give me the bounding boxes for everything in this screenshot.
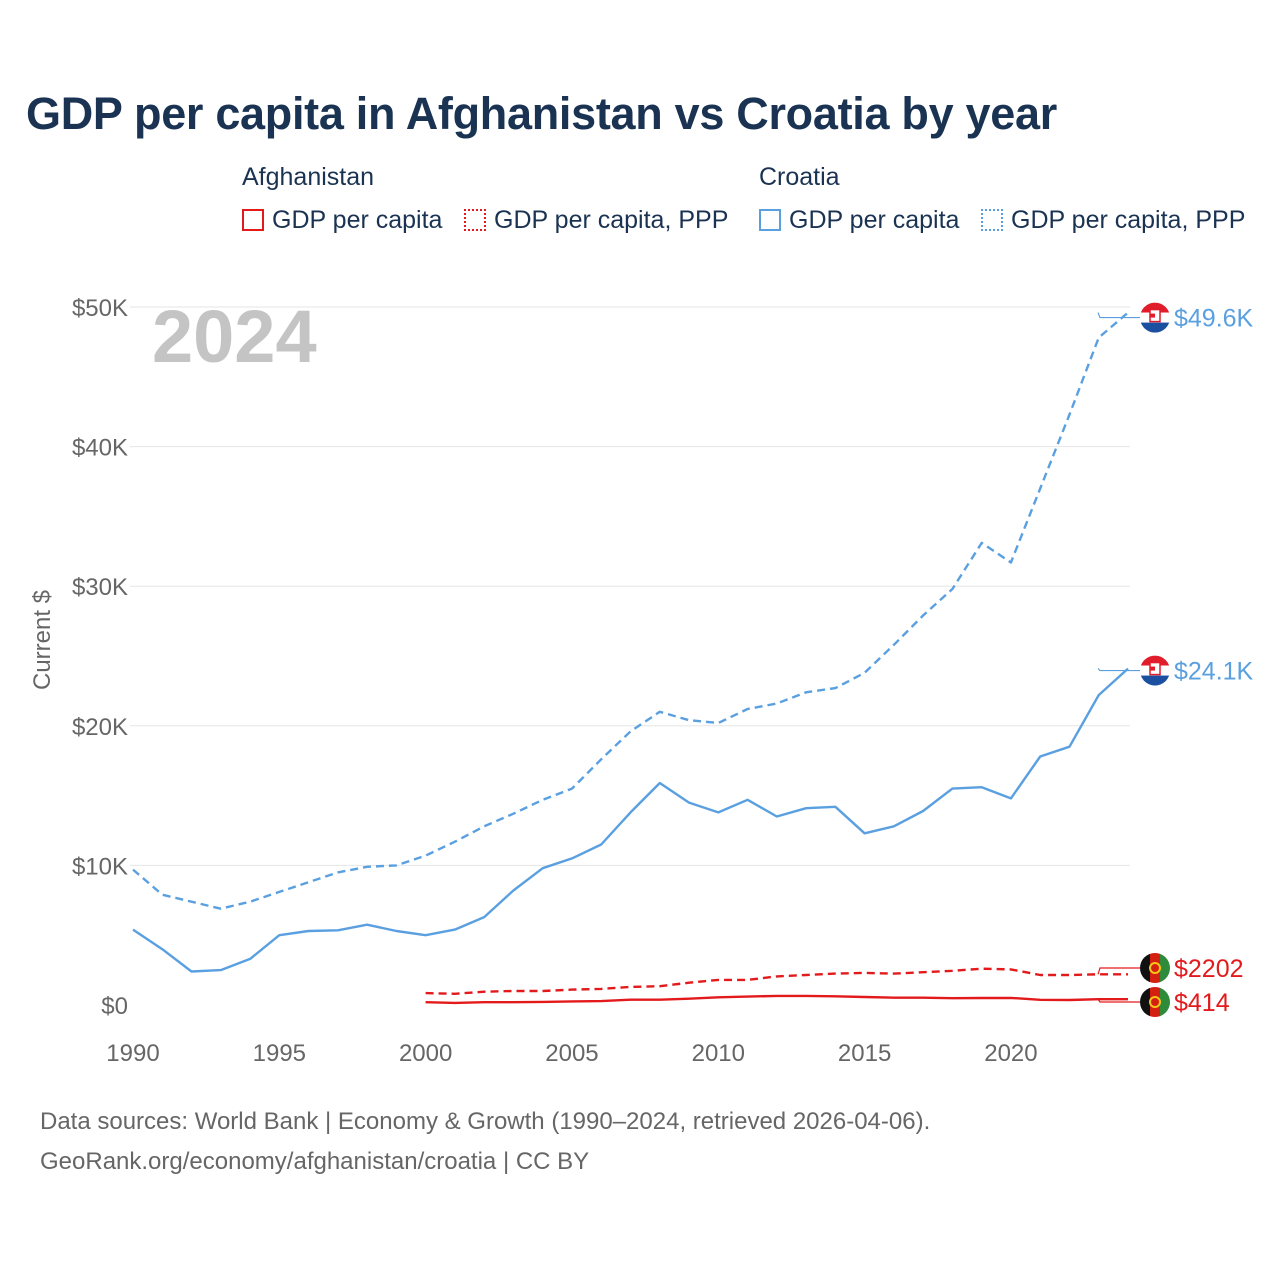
y-tick-label: $40K [72,435,128,462]
end-value-label: $24.1K [1174,658,1254,686]
legend-afghanistan-gdp[interactable]: GDP per capita [242,205,442,235]
legend-swatch-afghanistan-dashed [464,209,486,231]
end-label-connector [1097,312,1140,319]
y-tick-label: $20K [72,714,128,741]
series-line-croatia-solid [132,667,1129,973]
series-line-afghanistan-dashed [425,967,1128,995]
x-tick-label: 1990 [106,1040,159,1067]
legend-croatia-gdp-ppp[interactable]: GDP per capita, PPP [981,205,1245,235]
end-label-connector [1097,998,1140,1003]
line-chart: $0 $10K $20K $30K $40K $50K 1990 1995 2000 2005 20… [29,295,1254,1067]
legend-swatch-afghanistan-solid [242,209,264,231]
y-tick-label: $30K [72,574,128,601]
legend-group-croatia: Croatia [759,163,840,191]
footer-sources: Data sources: World Bank | Economy & Gro… [40,1108,931,1135]
legend-croatia-gdp[interactable]: GDP per capita [759,205,959,235]
series-line-afghanistan-solid [425,994,1128,1005]
x-tick-label: 2000 [399,1040,452,1067]
x-tick-label: 2020 [984,1040,1037,1067]
series-line-croatia-dashed [132,311,1129,910]
legend-swatch-croatia-solid [759,209,781,231]
x-tick-label: 1995 [253,1040,306,1067]
end-value-label: $414 [1174,989,1230,1017]
footer-credit[interactable]: GeoRank.org/economy/afghanistan/croatia … [40,1148,590,1175]
legend-afghanistan-gdp-ppp[interactable]: GDP per capita, PPP [464,205,728,235]
legend-label: GDP per capita [789,205,960,234]
x-tick-label: 2010 [692,1040,745,1067]
afghanistan-flag-icon [1140,987,1170,1017]
end-label-connector [1097,668,1140,672]
year-watermark: 2024 [152,295,317,378]
croatia-flag-icon [1140,302,1170,333]
x-tick-label: 2005 [545,1040,598,1067]
y-tick-label: $50K [72,295,128,322]
afghanistan-flag-icon [1140,953,1170,983]
y-tick-label: $10K [72,853,128,880]
croatia-flag-icon [1140,655,1170,686]
legend-label: GDP per capita [272,205,443,234]
legend-group-afghanistan: Afghanistan [242,163,375,191]
end-label-connector [1097,967,1140,975]
chart-title: GDP per capita in Afghanistan vs Croatia… [26,88,1057,139]
y-axis-label: Current $ [29,590,56,690]
x-tick-label: 2015 [838,1040,891,1067]
legend-label: GDP per capita, PPP [1011,205,1246,234]
legend-label: GDP per capita, PPP [494,205,729,234]
legend-swatch-croatia-dashed [981,209,1003,231]
end-value-label: $2202 [1174,955,1244,983]
y-tick-label: $0 [101,993,128,1020]
end-value-label: $49.6K [1174,305,1254,333]
